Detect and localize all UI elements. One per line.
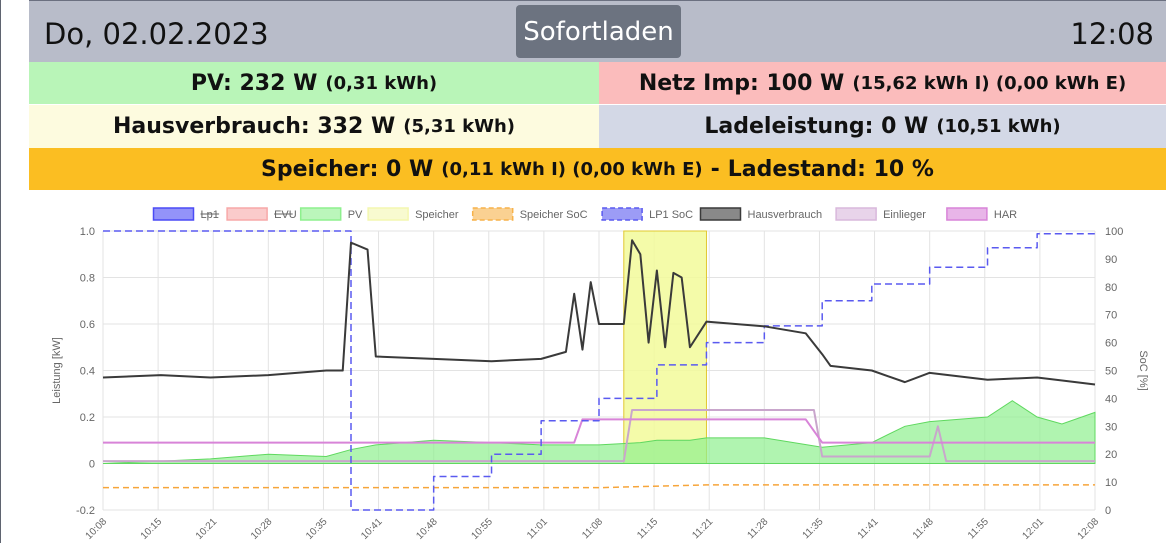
x-tick-label: 10:08 — [84, 516, 110, 542]
y-tick-label: 0.6 — [80, 319, 95, 331]
y2-tick-label: 40 — [1105, 393, 1117, 405]
x-tick-label: 10:48 — [414, 516, 440, 542]
legend-swatch — [226, 207, 268, 221]
y2-tick-label: 70 — [1105, 310, 1117, 322]
x-tick-label: 11:21 — [690, 516, 715, 541]
legend-label: HAR — [994, 209, 1017, 221]
y-axis-label: Leistung [kW] — [51, 337, 63, 404]
storage-tile: Speicher: 0 W (0,11 kWh I) (0,00 kWh E) … — [29, 148, 1166, 190]
charge-mode-button[interactable]: Sofortladen — [516, 5, 681, 58]
legend-label: Speicher SoC — [520, 209, 588, 221]
y2-tick-label: 0 — [1105, 505, 1111, 517]
x-tick-label: 11:15 — [635, 516, 660, 541]
y-tick-label: 0 — [89, 459, 95, 471]
grid-power: Netz Imp: 100 W — [638, 70, 845, 96]
y2-tick-label: 60 — [1105, 338, 1117, 350]
charging-energy: (10,51 kWh) — [936, 116, 1061, 137]
header-bar: Do, 02.02.2023 Sofortladen 12:08 — [29, 0, 1166, 62]
x-tick-label: 11:41 — [856, 516, 881, 541]
header-time: 12:08 — [1070, 17, 1154, 51]
legend-item-har[interactable]: HAR — [946, 207, 1017, 221]
legend-item-lp1[interactable]: Lp1 — [152, 207, 220, 221]
x-tick-label: 11:28 — [745, 516, 770, 541]
har-line — [103, 418, 1095, 444]
legend-item-speicher[interactable]: Speicher — [367, 207, 459, 221]
grid-tile: Netz Imp: 100 W (15,62 kWh I) (0,00 kWh … — [599, 62, 1166, 104]
x-tick-label: 12:01 — [1021, 516, 1047, 542]
grid-energy: (15,62 kWh I) (0,00 kWh E) — [852, 72, 1127, 94]
storage-soc: Ladestand: 10 % — [727, 156, 934, 182]
y-tick-label: -0.2 — [76, 505, 95, 517]
charging-power-tile: Ladeleistung: 0 W (10,51 kWh) — [599, 105, 1166, 148]
legend-label: PV — [348, 209, 363, 221]
y2-tick-label: 50 — [1105, 366, 1117, 378]
legend-swatch — [152, 207, 195, 221]
legend-label: Lp1 — [201, 209, 219, 221]
x-tick-label: 11:55 — [966, 516, 991, 541]
x-tick-label: 11:01 — [525, 516, 550, 541]
legend-label: Speicher — [415, 209, 459, 221]
x-tick-label: 11:48 — [911, 516, 936, 541]
hausverbrauch-line — [102, 239, 1096, 386]
x-tick-label: 12:08 — [1076, 516, 1102, 542]
legend-item-speicher-soc[interactable]: Speicher SoC — [471, 207, 588, 221]
legend-label: Hausverbrauch — [748, 209, 823, 221]
y2-tick-label: 90 — [1105, 254, 1117, 266]
charging-power: Ladeleistung: 0 W — [704, 114, 929, 139]
legend-swatch — [835, 207, 877, 221]
header-date: Do, 02.02.2023 — [44, 17, 269, 51]
window-edge — [0, 0, 1, 543]
legend-swatch — [946, 207, 988, 221]
x-tick-label: 10:41 — [359, 516, 385, 542]
x-tick-label: 10:15 — [139, 516, 165, 542]
legend-item-hausverbrauch[interactable]: Hausverbrauch — [699, 207, 823, 221]
einlieger-line — [103, 409, 1095, 463]
x-tick-label: 10:21 — [194, 516, 220, 542]
y2-axis-label: SoC [%] — [1137, 350, 1149, 390]
pv-tile: PV: 232 W (0,31 kWh) — [29, 62, 599, 104]
x-tick-label: 10:28 — [249, 516, 275, 542]
lp1-soc-line — [103, 230, 1096, 511]
y-tick-label: 1.0 — [80, 226, 95, 238]
legend-label: Einlieger — [883, 209, 926, 221]
y-tick-label: 0.4 — [80, 366, 95, 378]
y-tick-label: 0.2 — [80, 412, 95, 424]
pv-power: PV: 232 W — [190, 70, 318, 96]
legend-swatch — [699, 207, 742, 221]
legend-item-einlieger[interactable]: Einlieger — [835, 207, 926, 221]
storage-energy: (0,11 kWh I) (0,00 kWh E) — [441, 158, 703, 180]
legend-swatch — [471, 207, 514, 221]
legend-swatch — [299, 207, 342, 221]
x-tick-label: 10:55 — [469, 516, 495, 542]
y2-tick-label: 20 — [1105, 449, 1117, 461]
house-consumption-tile: Hausverbrauch: 332 W (5,31 kWh) — [29, 105, 599, 148]
legend-item-evu[interactable]: EVU — [226, 207, 297, 221]
legend-swatch — [601, 207, 643, 221]
pv-energy: (0,31 kWh) — [325, 72, 438, 94]
storage-separator: - — [710, 156, 720, 182]
y2-tick-label: 10 — [1105, 477, 1117, 489]
y2-tick-label: 80 — [1105, 282, 1117, 294]
y-tick-label: 0.8 — [80, 273, 95, 285]
legend-item-lp1-soc[interactable]: LP1 SoC — [601, 207, 693, 221]
legend-swatch — [367, 207, 409, 221]
power-chart: 10:08 10:15 10:21 10:28 10:35 10:41 10:48 10:55… — [51, 207, 1149, 542]
pv-area — [102, 400, 1096, 464]
legend-label: EVU — [274, 209, 297, 221]
house-power: Hausverbrauch: 332 W — [112, 114, 396, 139]
storage-power: Speicher: 0 W — [261, 156, 434, 182]
y2-tick-label: 30 — [1105, 421, 1117, 433]
x-tick-label: 10:35 — [304, 516, 330, 542]
house-energy: (5,31 kWh) — [403, 116, 516, 137]
x-tick-label: 11:35 — [801, 516, 826, 541]
x-tick-label: 11:08 — [580, 516, 605, 541]
legend-label: LP1 SoC — [649, 209, 693, 221]
legend-item-pv[interactable]: PV — [299, 207, 363, 221]
y2-tick-label: 100 — [1105, 226, 1123, 238]
